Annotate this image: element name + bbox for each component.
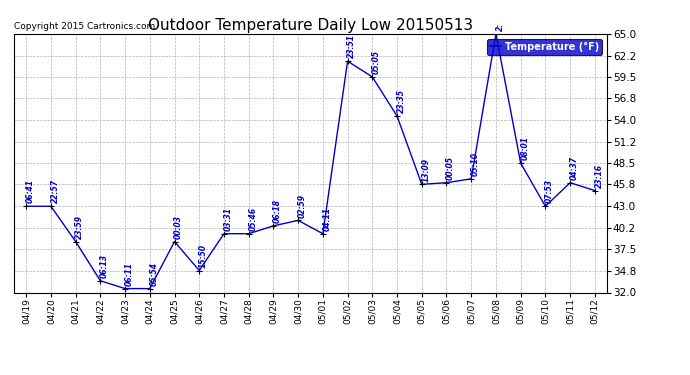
Text: 08:01: 08:01 bbox=[520, 136, 529, 160]
Text: 2:: 2: bbox=[495, 23, 504, 31]
Text: 02:59: 02:59 bbox=[298, 194, 307, 217]
Text: 06:18: 06:18 bbox=[273, 199, 282, 223]
Text: 04:11: 04:11 bbox=[322, 207, 331, 231]
Text: 07:53: 07:53 bbox=[545, 180, 554, 204]
Text: 15:50: 15:50 bbox=[199, 244, 208, 268]
Text: 05:10: 05:10 bbox=[471, 152, 480, 176]
Text: 23:16: 23:16 bbox=[595, 164, 604, 188]
Text: 06:41: 06:41 bbox=[26, 180, 34, 204]
Text: 00:03: 00:03 bbox=[174, 215, 183, 239]
Text: 23:35: 23:35 bbox=[397, 89, 406, 113]
Text: 00:05: 00:05 bbox=[446, 156, 455, 180]
Text: 23:51: 23:51 bbox=[347, 34, 356, 58]
Text: 04:37: 04:37 bbox=[570, 156, 579, 180]
Text: 05:54: 05:54 bbox=[150, 262, 159, 286]
Text: 06:11: 06:11 bbox=[125, 262, 134, 286]
Text: Copyright 2015 Cartronics.com: Copyright 2015 Cartronics.com bbox=[14, 22, 155, 31]
Legend: Temperature (°F): Temperature (°F) bbox=[486, 39, 602, 54]
Text: 05:46: 05:46 bbox=[248, 207, 257, 231]
Title: Outdoor Temperature Daily Low 20150513: Outdoor Temperature Daily Low 20150513 bbox=[148, 18, 473, 33]
Text: 23:59: 23:59 bbox=[75, 215, 84, 239]
Text: 13:09: 13:09 bbox=[422, 158, 431, 182]
Text: 22:57: 22:57 bbox=[50, 180, 59, 204]
Text: 05:05: 05:05 bbox=[372, 50, 381, 74]
Text: 03:31: 03:31 bbox=[224, 207, 233, 231]
Text: 06:13: 06:13 bbox=[100, 254, 109, 278]
